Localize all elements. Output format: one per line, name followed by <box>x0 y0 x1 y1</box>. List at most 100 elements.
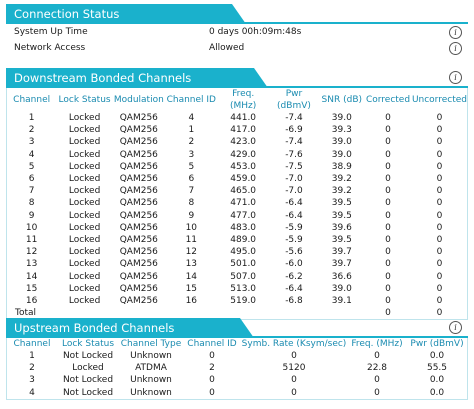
table-header-row: Channel Lock Status Modulation Channel I… <box>7 88 467 112</box>
table-cell: 9 <box>28 210 35 221</box>
table-row: 4 Locked QAM256 3 429.0 -7.6 39.0 0 0 <box>7 149 467 161</box>
table-cell: 12 <box>185 247 198 258</box>
table-cell: 417.0 <box>230 125 257 136</box>
info-icon[interactable]: i <box>449 71 462 84</box>
table-cell: Locked <box>68 137 101 148</box>
table-cell: 39.7 <box>331 259 352 270</box>
section-title: Downstream Bonded Channels <box>6 68 268 88</box>
table-cell: 0 <box>291 387 297 398</box>
table-cell: QAM256 <box>119 283 158 294</box>
table-cell: -7.4 <box>285 137 303 148</box>
table-cell: 477.0 <box>230 210 257 221</box>
table-cell: 14 <box>25 271 38 282</box>
table-cell: 0 <box>385 174 391 185</box>
table-cell: 3 <box>29 375 35 386</box>
table-cell: 0 <box>385 222 391 233</box>
table-cell: Locked <box>68 259 101 270</box>
col-header: Pwr (dBmV) <box>410 339 464 349</box>
table-cell: 0 <box>436 149 443 160</box>
table-cell: 465.0 <box>230 186 257 197</box>
table-cell: QAM256 <box>119 247 158 258</box>
table-cell: -7.4 <box>285 113 303 124</box>
table-cell: 0 <box>385 113 391 124</box>
col-header: Lock Status <box>58 95 111 105</box>
table-cell: QAM256 <box>119 210 158 221</box>
table-cell: 0 <box>436 283 443 294</box>
table-row: 6 Locked QAM256 6 459.0 -7.0 39.2 0 0 <box>7 173 467 185</box>
table-row: 16 Locked QAM256 16 519.0 -6.8 39.1 0 0 <box>7 295 467 307</box>
table-cell: 0 <box>385 137 391 148</box>
table-cell: 39.0 <box>331 137 352 148</box>
table-cell: 39.1 <box>331 295 352 306</box>
table-cell: 0 <box>374 375 380 386</box>
table-cell: 38.9 <box>331 161 352 172</box>
table-row: 3 Locked QAM256 2 423.0 -7.4 39.0 0 0 <box>7 136 467 148</box>
total-row: Total 0 0 <box>7 307 467 319</box>
table-cell: 14 <box>185 271 198 282</box>
table-row: 9 Locked QAM256 9 477.0 -6.4 39.5 0 0 <box>7 210 467 222</box>
table-cell: 0 <box>436 247 443 258</box>
total-label: Total <box>15 308 37 319</box>
table-cell: 13 <box>25 259 38 270</box>
table-cell: 15 <box>25 283 38 294</box>
col-header: Freq. (MHz) <box>351 339 403 349</box>
table-row: 3 Not Locked Unknown 0 0 0 0.0 <box>7 374 467 386</box>
table-cell: -5.9 <box>285 222 303 233</box>
table-cell: Not Locked <box>62 351 114 362</box>
table-cell: 0 <box>374 387 380 398</box>
table-cell: 0 <box>436 210 443 221</box>
info-icon[interactable]: i <box>449 42 462 55</box>
table-cell: 2 <box>188 137 195 148</box>
table-cell: Locked <box>68 247 101 258</box>
network-access-row: Network Access Allowed i <box>6 40 468 56</box>
total-corrected: 0 <box>385 308 391 319</box>
table-cell: 0 <box>385 149 391 160</box>
info-icon[interactable]: i <box>449 321 462 334</box>
table-row: 12 Locked QAM256 12 495.0 -5.6 39.7 0 0 <box>7 246 467 258</box>
table-row: 1 Locked QAM256 4 441.0 -7.4 39.0 0 0 <box>7 112 467 124</box>
table-cell: QAM256 <box>119 137 158 148</box>
table-cell: Unknown <box>130 375 172 386</box>
upstream-table-body: 1 Not Locked Unknown 0 0 0 0.0 2 Locked ATDMA 2 512… <box>7 350 467 399</box>
table-cell: 489.0 <box>230 234 257 245</box>
uptime-row: System Up Time 0 days 00h:09m:48s i <box>6 24 468 40</box>
table-row: 2 Locked ATDMA 2 5120 22.8 55.5 <box>7 362 467 374</box>
table-cell: 10 <box>25 222 38 233</box>
table-cell: 22.8 <box>366 363 388 374</box>
table-cell: 9 <box>188 210 195 221</box>
downstream-table: Channel Lock Status Modulation Channel I… <box>7 88 467 319</box>
col-header: Channel Type <box>120 339 182 349</box>
table-cell: 39.0 <box>331 283 352 294</box>
uptime-value: 0 days 00h:09m:48s <box>209 27 302 37</box>
col-header: Pwr (dBmV) <box>277 89 311 111</box>
table-cell: QAM256 <box>119 125 158 136</box>
table-cell: 441.0 <box>230 113 257 124</box>
table-cell: 2 <box>209 363 215 374</box>
table-cell: 3 <box>188 149 195 160</box>
table-cell: 5 <box>28 161 35 172</box>
table-cell: 1 <box>29 351 35 362</box>
table-cell: 0 <box>385 161 391 172</box>
table-cell: 0 <box>436 222 443 233</box>
table-cell: -5.9 <box>285 234 303 245</box>
table-cell: 0 <box>385 295 391 306</box>
table-cell: Locked <box>68 295 101 306</box>
info-icon[interactable]: i <box>449 26 462 39</box>
table-cell: 7 <box>188 186 195 197</box>
table-row: 14 Locked QAM256 14 507.0 -6.2 36.6 0 0 <box>7 270 467 282</box>
table-cell: Locked <box>68 210 101 221</box>
table-cell: 1 <box>28 113 35 124</box>
table-cell: 501.0 <box>230 259 257 270</box>
table-cell: 39.0 <box>331 149 352 160</box>
table-cell: 8 <box>188 198 195 209</box>
table-cell: 483.0 <box>230 222 257 233</box>
table-cell: 0 <box>291 351 297 362</box>
col-header: Modulation <box>113 95 164 105</box>
table-row: 1 Not Locked Unknown 0 0 0 0.0 <box>7 350 467 362</box>
table-cell: Locked <box>68 149 101 160</box>
downstream-table-frame: Channel Lock Status Modulation Channel I… <box>6 88 468 321</box>
table-cell: QAM256 <box>119 113 158 124</box>
table-row: 5 Locked QAM256 5 453.0 -7.5 38.9 0 0 <box>7 161 467 173</box>
table-cell: 423.0 <box>230 137 257 148</box>
table-cell: 0 <box>436 271 443 282</box>
